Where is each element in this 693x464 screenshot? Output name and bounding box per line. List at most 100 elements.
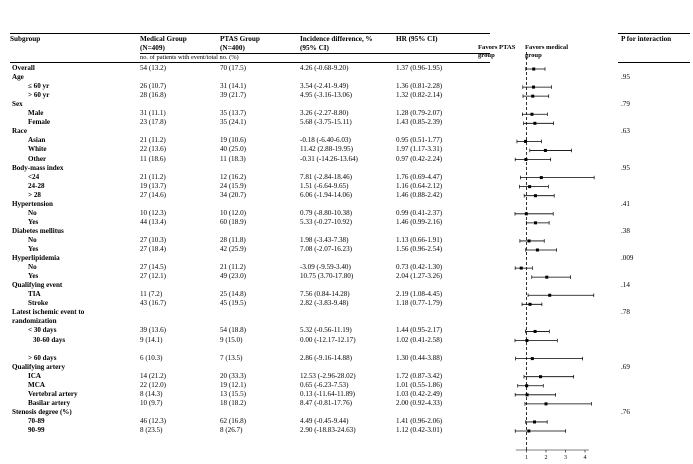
cell-hr: 1.36 (0.81-2.28) bbox=[396, 82, 443, 91]
cell-incidence: 7.81 (-2.84-18.46) bbox=[300, 172, 353, 181]
cell-medical: 21 (11.2) bbox=[140, 172, 166, 181]
table-row: 90-99 8 (23.5) 8 (26.7) 2.90 (-18.83-24.63)… bbox=[0, 426, 693, 435]
hr-point bbox=[533, 194, 537, 198]
cell-incidence: 10.75 (3.70-17.80) bbox=[300, 272, 354, 281]
table-row: Body-mass index .95 bbox=[0, 164, 693, 173]
cell-medical: 19 (13.7) bbox=[140, 181, 167, 190]
hr-point bbox=[531, 94, 535, 98]
cell-ptas: 42 (25.9) bbox=[220, 245, 247, 253]
cell-medical: 8 (23.5) bbox=[140, 426, 163, 434]
header-subgroup: Subgroup bbox=[10, 35, 41, 43]
table-row: ICA 14 (21.2) 20 (33.3) 12.53 (-2.96-28.02)… bbox=[0, 372, 693, 381]
cell-incidence: 12.53 (-2.96-28.02) bbox=[300, 371, 356, 380]
row-label: Basilar artery bbox=[28, 398, 71, 407]
cell-p-interaction: .95 bbox=[621, 73, 630, 82]
table-row: 70-89 46 (12.3) 62 (16.8) 4.49 (-0.45-9.44)… bbox=[0, 417, 693, 426]
table-row: randomization bbox=[0, 317, 693, 326]
cell-incidence: 1.51 (-6.64-9.65) bbox=[300, 181, 349, 190]
hr-point bbox=[543, 148, 547, 152]
row-label: Sex bbox=[12, 100, 23, 109]
cell-incidence: 4.49 (-0.45-9.44) bbox=[300, 416, 349, 425]
cell-p-interaction: .76 bbox=[621, 407, 630, 416]
cell-hr: 1.72 (0.87-3.42) bbox=[396, 371, 443, 380]
table-row: Vertebral artery 8 (14.3) 13 (15.5) 0.13 (-… bbox=[0, 390, 693, 399]
cell-p-interaction: .38 bbox=[621, 226, 630, 235]
cell-hr: 1.41 (0.96-2.06) bbox=[396, 416, 443, 425]
x-tick-label: 4 bbox=[584, 455, 587, 461]
row-label: <24 bbox=[28, 172, 40, 181]
cell-incidence: 0.65 (-6.23-7.53) bbox=[300, 380, 349, 389]
cell-ptas: 11 (18.3) bbox=[220, 154, 246, 163]
hr-point bbox=[539, 176, 543, 180]
cell-medical: 46 (12.3) bbox=[140, 416, 167, 425]
hr-point bbox=[533, 221, 537, 225]
cell-hr: 1.56 (0.96-2.54) bbox=[396, 245, 443, 253]
row-label: 70-89 bbox=[28, 416, 45, 425]
row-label: Diabetes mellitus bbox=[12, 226, 64, 235]
row-label: > 60 yr bbox=[28, 91, 50, 100]
cell-medical: 22 (13.6) bbox=[140, 145, 167, 154]
table-row: Race .63 bbox=[0, 127, 693, 136]
cell-incidence: 0.13 (-11.64-11.89) bbox=[300, 389, 356, 398]
hr-point bbox=[525, 339, 529, 342]
cell-medical: 54 (13.2) bbox=[140, 64, 167, 72]
cell-ptas: 60 (18.9) bbox=[220, 217, 247, 226]
hr-point bbox=[527, 239, 531, 243]
cell-incidence: 4.95 (-3.16-13.06) bbox=[300, 91, 353, 100]
x-tick-label: 2 bbox=[545, 455, 548, 461]
header-favors-medical: Favors medical group bbox=[525, 44, 569, 59]
row-label: Vertebral artery bbox=[28, 389, 78, 398]
row-label: Hyperlipidemia bbox=[12, 254, 60, 263]
cell-incidence: 7.56 (0.84-14.28) bbox=[300, 290, 350, 299]
cell-hr: 1.43 (0.85-2.39) bbox=[396, 118, 443, 127]
row-label: Race bbox=[12, 127, 27, 136]
cell-ptas: 40 (25.0) bbox=[220, 145, 247, 154]
hr-point bbox=[548, 293, 552, 297]
table-row: Stenosis degree (%) .76 bbox=[0, 408, 693, 417]
subheader-text: no. of patients with event/total no. (%) bbox=[140, 54, 239, 61]
table-row: No 10 (12.3) 10 (12.0) 0.79 (-8.80-10.38) 0.… bbox=[0, 209, 693, 218]
cell-hr: 0.97 (0.42-2.24) bbox=[396, 154, 443, 163]
table-row: Yes 44 (13.4) 60 (18.9) 5.33 (-0.27-10.92) 1… bbox=[0, 218, 693, 227]
table-row: White 22 (13.6) 40 (25.0) 11.42 (2.88-19.95… bbox=[0, 145, 693, 154]
hr-point bbox=[524, 158, 528, 161]
hr-point bbox=[539, 375, 543, 379]
cell-hr: 1.97 (1.17-3.31) bbox=[396, 145, 443, 154]
cell-p-interaction: .009 bbox=[621, 254, 634, 263]
row-label: Age bbox=[12, 73, 24, 82]
row-label: No bbox=[28, 208, 37, 217]
row-label: 24-28 bbox=[28, 181, 45, 190]
table-row: No 27 (10.3) 28 (11.8) 1.98 (-3.43-7.38) 1.1… bbox=[0, 236, 693, 245]
cell-ptas: 19 (12.1) bbox=[220, 380, 247, 389]
cell-p-interaction: .69 bbox=[621, 362, 630, 371]
row-label: Female bbox=[28, 118, 51, 127]
x-tick-label: 1 bbox=[525, 455, 528, 461]
cell-medical: 11 (18.6) bbox=[140, 154, 166, 163]
row-label: > 60 days bbox=[28, 353, 57, 362]
cell-p-interaction: .95 bbox=[621, 163, 630, 172]
cell-ptas: 24 (15.9) bbox=[220, 181, 247, 190]
cell-ptas: 12 (16.2) bbox=[220, 172, 247, 181]
cell-hr: 1.01 (0.55-1.86) bbox=[396, 380, 443, 389]
x-tick-label: 3 bbox=[564, 455, 567, 461]
table-row: TIA 11 (7.2) 25 (14.8) 7.56 (0.84-14.28) 2.1… bbox=[0, 290, 693, 299]
row-label: < 30 days bbox=[28, 326, 57, 335]
cell-hr: 0.99 (0.41-2.37) bbox=[396, 208, 443, 217]
cell-medical: 14 (21.2) bbox=[140, 371, 167, 380]
cell-ptas: 35 (24.1) bbox=[220, 118, 247, 127]
cell-incidence: 1.98 (-3.43-7.38) bbox=[300, 235, 349, 244]
cell-ptas: 25 (14.8) bbox=[220, 290, 247, 299]
table-row: Hypertension .41 bbox=[0, 200, 693, 209]
row-label: randomization bbox=[12, 317, 57, 326]
cell-incidence: 11.42 (2.88-19.95) bbox=[300, 145, 353, 154]
cell-hr: 1.13 (0.66-1.91) bbox=[396, 235, 443, 244]
table-row: > 60 days 6 (10.3) 7 (13.5) 2.86 (-9.16-14.… bbox=[0, 354, 693, 363]
table-row: Yes 27 (12.1) 49 (23.0) 10.75 (3.70-17.80) 2… bbox=[0, 272, 693, 281]
hr-point bbox=[535, 248, 539, 252]
cell-incidence: 7.08 (-2.07-16.23) bbox=[300, 245, 353, 253]
hr-point bbox=[525, 393, 529, 397]
table-row: Overall 54 (13.2) 70 (17.5) 4.26 (-0.68-9.2… bbox=[0, 64, 693, 73]
cell-ptas: 45 (19.5) bbox=[220, 299, 247, 308]
